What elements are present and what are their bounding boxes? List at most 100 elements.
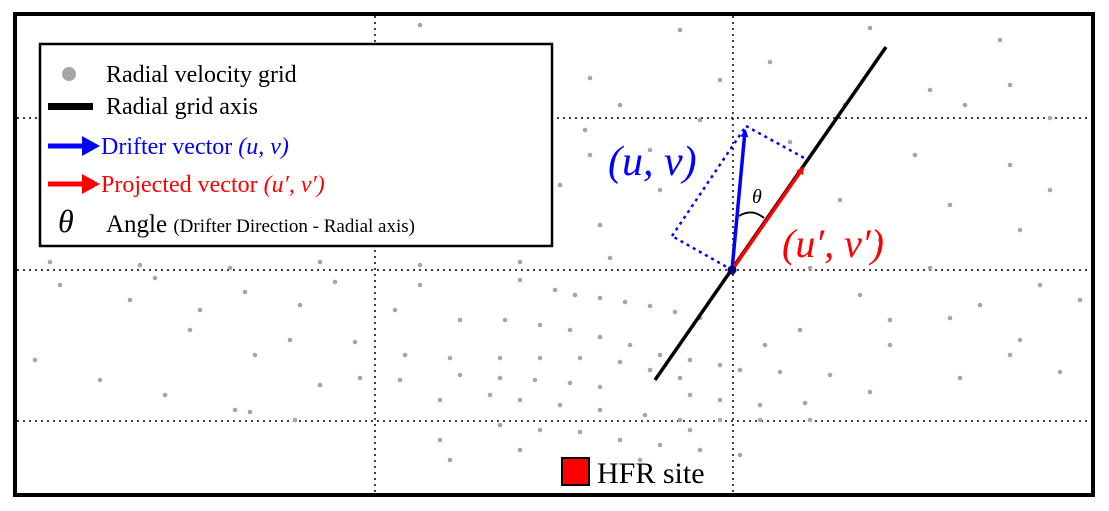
- grid-point: [962, 102, 968, 108]
- grid-point: [1057, 369, 1063, 375]
- grid-point: [867, 389, 873, 395]
- legend-drifter-arrowhead: [82, 136, 100, 156]
- legend-box: [38, 42, 554, 248]
- grid-point: [292, 417, 298, 423]
- grid-point: [887, 342, 893, 348]
- legend-grid-label: Radial velocity grid: [106, 62, 297, 88]
- grid-point: [567, 327, 573, 333]
- grid-point: [807, 417, 813, 423]
- grid-point: [517, 259, 523, 265]
- grid-point: [517, 397, 523, 403]
- projection-line: [745, 124, 809, 162]
- grid-point: [332, 279, 338, 285]
- grid-point: [802, 400, 808, 406]
- projection-line: [670, 125, 748, 237]
- grid-point: [787, 139, 793, 145]
- grid-point: [587, 152, 593, 158]
- grid-point: [607, 255, 613, 261]
- grid-point: [697, 117, 703, 123]
- grid-point: [557, 402, 563, 408]
- grid-point: [597, 334, 603, 340]
- grid-point: [577, 429, 583, 435]
- grid-point: [247, 409, 253, 415]
- grid-point: [437, 437, 443, 443]
- grid-point: [647, 147, 653, 153]
- grid-point: [912, 152, 918, 158]
- grid-point: [517, 447, 523, 453]
- grid-point: [1047, 187, 1053, 193]
- grid-point: [252, 352, 258, 358]
- grid-point: [672, 309, 678, 315]
- grid-point: [637, 457, 643, 463]
- grid-point: [737, 452, 743, 458]
- grid-point: [397, 377, 403, 383]
- drifter-vector-annotation: (u, v): [608, 139, 697, 185]
- grid-point: [152, 275, 158, 281]
- grid-point: [687, 427, 693, 433]
- grid-point: [402, 352, 408, 358]
- grid-point: [837, 197, 843, 203]
- grid-point: [242, 289, 248, 295]
- grid-point: [197, 307, 203, 313]
- grid-point: [437, 397, 443, 403]
- grid-point: [447, 355, 453, 361]
- grid-point: [357, 375, 363, 381]
- grid-point: [827, 372, 833, 378]
- grid-point: [417, 262, 423, 268]
- grid-point: [717, 362, 723, 368]
- grid-point: [997, 37, 1003, 43]
- grid-point: [877, 237, 883, 243]
- legend-axis-symbol: [48, 103, 93, 110]
- grid-point: [657, 187, 663, 193]
- grid-point: [687, 392, 693, 398]
- grid-point: [867, 25, 873, 31]
- grid-point: [187, 327, 193, 333]
- projection-construction-lines: [670, 124, 809, 272]
- grid-point: [1007, 162, 1013, 168]
- grid-point: [762, 342, 768, 348]
- grid-point: [957, 375, 963, 381]
- grid-point: [597, 384, 603, 390]
- legend-axis-label: Radial grid axis: [106, 94, 258, 120]
- projection-line: [671, 234, 733, 272]
- grid-point: [457, 317, 463, 323]
- grid-point: [532, 377, 538, 383]
- grid-point: [857, 292, 863, 298]
- grid-point: [552, 287, 558, 293]
- grid-point: [587, 75, 593, 81]
- legend-theta-symbol: θ: [58, 203, 74, 239]
- grid-point: [1007, 82, 1013, 88]
- grid-point: [517, 277, 523, 283]
- legend-grid-symbol: [62, 67, 76, 81]
- grid-point: [317, 259, 323, 265]
- grid-point: [642, 412, 648, 418]
- grid-point: [807, 265, 813, 271]
- grid-point: [677, 27, 683, 33]
- vector-origin-point: [727, 265, 737, 275]
- grid-point: [647, 367, 653, 373]
- grid-point: [457, 372, 463, 378]
- grid-point: [537, 427, 543, 433]
- grid-point: [617, 359, 623, 365]
- grid-point: [977, 302, 983, 308]
- grid-point: [97, 377, 103, 383]
- grid-point: [32, 357, 38, 363]
- grid-point: [647, 303, 653, 309]
- grid-point: [597, 407, 603, 413]
- legend-projected-label: Projected vector (u′, v′): [101, 172, 325, 198]
- grid-point: [1017, 337, 1023, 343]
- grid-point: [657, 442, 663, 448]
- grid-point: [947, 315, 953, 321]
- hfr-site-marker: [561, 457, 590, 486]
- legend-drifter-text: Drifter vector: [101, 134, 238, 160]
- grid-point: [737, 367, 743, 373]
- grid-point: [57, 282, 63, 288]
- grid-point: [232, 407, 238, 413]
- grid-point: [572, 292, 578, 298]
- grid-point: [597, 222, 603, 228]
- grid-point: [927, 87, 933, 93]
- drifter-vector-arrow: [730, 129, 749, 271]
- grid-point: [687, 357, 693, 363]
